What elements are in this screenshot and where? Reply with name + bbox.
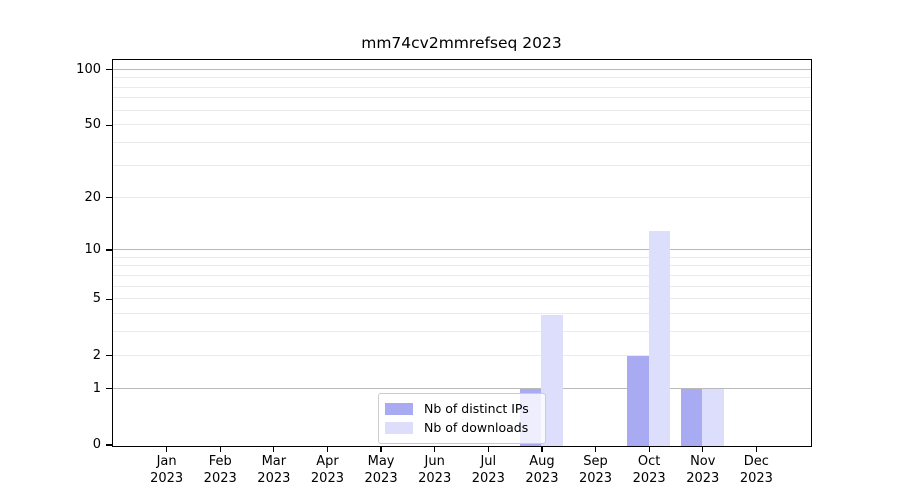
bar-downloads: [702, 389, 724, 446]
gridline: [112, 387, 811, 389]
x-tick-label: Oct 2023: [632, 454, 666, 486]
x-tick-mark: [541, 446, 543, 452]
x-tick-label: Aug 2023: [525, 454, 559, 486]
bar-downloads: [648, 230, 671, 446]
gridline: [112, 298, 811, 300]
legend: Nb of distinct IPs Nb of downloads: [378, 393, 546, 444]
legend-swatch-distinct-ips: [385, 402, 413, 415]
y-tick-mark: [105, 355, 113, 357]
x-tick-label: Sep 2023: [578, 454, 613, 486]
gridline: [112, 274, 811, 276]
x-tick-label: Jun 2023: [418, 454, 452, 486]
gridline: [112, 68, 811, 70]
y-tick-label: 10: [84, 242, 101, 258]
gridline: [112, 142, 811, 144]
legend-label-distinct-ips: Nb of distinct IPs: [424, 401, 529, 416]
gridline: [112, 265, 811, 267]
x-tick-mark: [434, 446, 436, 452]
gridline: [112, 196, 811, 198]
gridline: [112, 285, 811, 287]
y-tick-label: 2: [92, 347, 101, 363]
y-tick-mark: [105, 124, 113, 127]
gridline: [112, 331, 811, 333]
x-tick-label: May 2023: [364, 454, 398, 486]
x-tick-mark: [219, 446, 221, 452]
plot-area: [111, 58, 812, 447]
gridline: [112, 313, 811, 315]
x-tick-mark: [273, 446, 275, 452]
x-tick-label: Dec 2023: [739, 454, 773, 486]
x-tick-mark: [594, 446, 597, 452]
gridline: [112, 249, 811, 251]
x-tick-label: Apr 2023: [310, 454, 344, 486]
y-tick-label: 1: [92, 380, 101, 396]
y-tick-mark: [105, 196, 113, 199]
bar-downloads: [541, 314, 563, 446]
x-tick-mark: [165, 446, 168, 452]
chart-title: mm74cv2mmrefseq 2023: [361, 34, 562, 52]
gridline: [112, 354, 811, 356]
x-tick-label: Nov 2023: [686, 454, 720, 486]
bar-distinct-ips: [680, 389, 703, 446]
x-tick-mark: [326, 446, 329, 452]
x-tick-label: Mar 2023: [257, 454, 291, 486]
y-tick-mark: [105, 444, 113, 446]
y-tick-label: 0: [92, 437, 101, 452]
gridline: [112, 77, 811, 79]
bar-distinct-ips: [627, 356, 649, 446]
gridline: [112, 164, 811, 166]
gridline: [112, 109, 811, 111]
y-tick-label: 100: [76, 61, 101, 77]
y-tick-mark: [105, 298, 113, 300]
gridline: [112, 86, 811, 88]
x-tick-mark: [755, 446, 758, 452]
legend-item-distinct-ips: Nb of distinct IPs: [385, 399, 539, 418]
y-tick-label: 20: [84, 189, 101, 205]
legend-item-downloads: Nb of downloads: [385, 418, 539, 437]
x-tick-mark: [380, 446, 382, 452]
x-tick-mark: [487, 446, 489, 452]
x-tick-label: Jul 2023: [471, 454, 505, 486]
x-tick-label: Jan 2023: [150, 454, 184, 486]
legend-swatch-downloads: [385, 421, 413, 434]
legend-label-downloads: Nb of downloads: [424, 420, 529, 435]
gridlines-layer: [112, 60, 811, 446]
y-tick-label: 50: [84, 117, 101, 133]
gridline: [112, 256, 811, 258]
x-tick-mark: [702, 446, 704, 452]
x-tick-mark: [648, 446, 650, 452]
gridline: [112, 97, 811, 99]
x-tick-label: Feb 2023: [203, 454, 237, 486]
gridline: [112, 124, 811, 126]
bars-layer: [113, 60, 811, 446]
y-tick-mark: [105, 69, 113, 71]
y-tick-label: 5: [92, 291, 101, 307]
y-tick-mark: [105, 249, 113, 251]
y-tick-mark: [105, 388, 113, 390]
